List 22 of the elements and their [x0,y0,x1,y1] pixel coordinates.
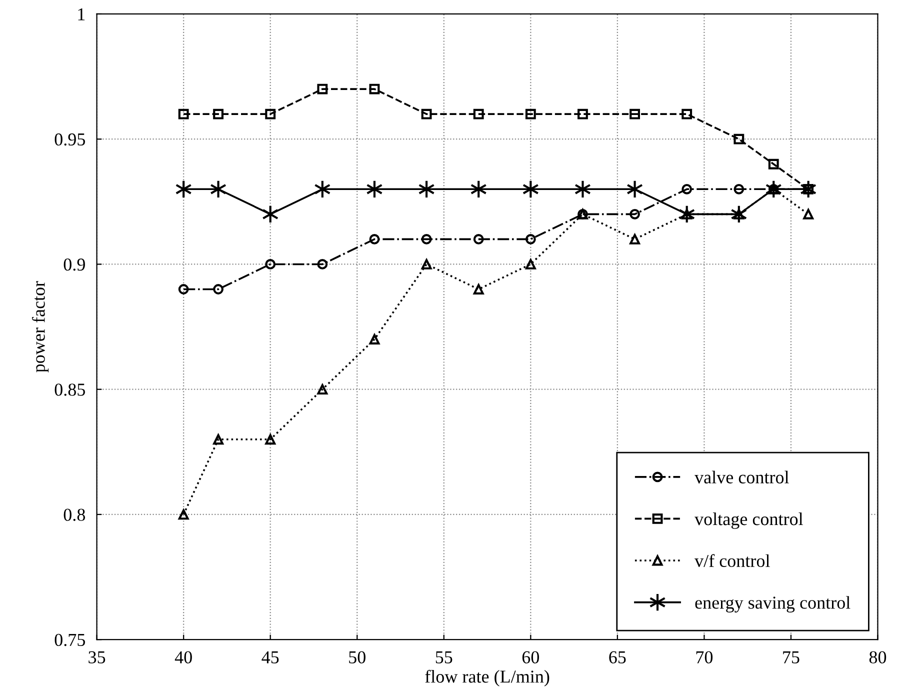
legend-label: v/f control [694,554,770,568]
legend-label: energy saving control [695,596,850,612]
y-tick-label: 0.75 [54,634,85,646]
x-tick-label: 70 [696,651,713,664]
x-tick-label: 40 [174,651,192,664]
y-tick-label: 1 [78,8,85,20]
x-tick-label: 80 [869,651,886,664]
x-tick-label: 35 [88,651,106,664]
x-axis-title: flow rate (L/min) [425,670,550,686]
x-tick-label: 50 [349,651,366,664]
y-axis-title: power factor [32,281,49,372]
y-tick-label: 0.8 [64,508,86,521]
y-tick-label: 0.85 [54,384,85,396]
y-tick-label: 0.9 [64,258,85,271]
x-tick-label: 60 [522,651,539,664]
x-tick-label: 75 [783,651,800,664]
x-tick-label: 55 [436,651,452,664]
x-tick-label: 45 [262,651,279,664]
x-tick-label: 65 [609,651,626,664]
legend-label: voltage control [694,512,803,529]
y-tick-label: 0.95 [54,133,85,146]
legend-label: valve control [694,470,789,484]
